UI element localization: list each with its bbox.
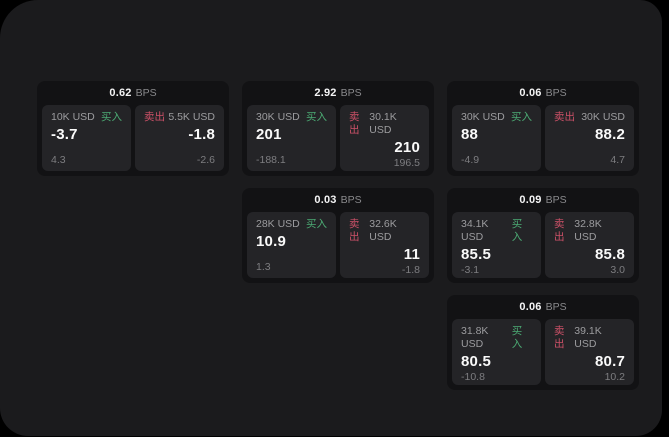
sell-amount-label: 5.5K USD xyxy=(168,111,215,123)
quote-tiles: 28K USD 买入 10.9 1.3 卖出 32.6K USD 11 -1.8 xyxy=(242,212,434,278)
sell-delta: 4.7 xyxy=(610,154,625,166)
buy-price: 85.5 xyxy=(461,246,491,263)
card-header: 0.06 BPS xyxy=(447,295,639,319)
bps-value: 0.06 xyxy=(519,87,542,99)
buy-amount-label: 31.8K USD xyxy=(461,325,489,350)
buy-side-tag: 买入 xyxy=(306,218,327,230)
buy-price: 201 xyxy=(256,126,282,143)
sell-price: -1.8 xyxy=(188,126,215,143)
card-header: 0.03 BPS xyxy=(242,188,434,212)
card-header: 0.09 BPS xyxy=(447,188,639,212)
buy-side-tag: 买入 xyxy=(511,111,532,123)
buy-amount-label: 30K USD xyxy=(256,111,300,123)
buy-side-tag: 买入 xyxy=(511,218,523,243)
sell-side-tag: 卖出 xyxy=(554,218,565,243)
buy-price: -3.7 xyxy=(51,126,78,143)
sell-quote-tile[interactable]: 卖出 39.1K USD 80.7 10.2 xyxy=(545,319,634,385)
bps-unit-label: BPS xyxy=(545,87,567,99)
buy-delta: 4.3 xyxy=(51,154,66,166)
sell-quote-tile[interactable]: 卖出 32.8K USD 85.8 3.0 xyxy=(545,212,634,278)
buy-quote-tile[interactable]: 10K USD 买入 -3.7 4.3 xyxy=(42,105,131,171)
sell-delta: 10.2 xyxy=(604,371,625,383)
buy-side-tag: 买入 xyxy=(306,111,327,123)
sell-quote-tile[interactable]: 卖出 30K USD 88.2 4.7 xyxy=(545,105,634,171)
buy-delta: -10.8 xyxy=(461,371,485,383)
sell-price: 88.2 xyxy=(595,126,625,143)
quote-tiles: 34.1K USD 买入 85.5 -3.1 卖出 32.8K USD 85.8… xyxy=(447,212,639,278)
bps-value: 0.06 xyxy=(519,301,542,313)
buy-quote-tile[interactable]: 30K USD 买入 201 -188.1 xyxy=(247,105,336,171)
quote-card: 2.92 BPS 30K USD 买入 201 -188.1 卖出 30.1K … xyxy=(242,81,434,176)
buy-quote-tile[interactable]: 31.8K USD 买入 80.5 -10.8 xyxy=(452,319,541,385)
bps-unit-label: BPS xyxy=(340,87,362,99)
buy-delta: -3.1 xyxy=(461,264,480,276)
quote-card: 0.09 BPS 34.1K USD 买入 85.5 -3.1 卖出 32.8K… xyxy=(447,188,639,283)
buy-amount-label: 28K USD xyxy=(256,218,300,230)
buy-quote-tile[interactable]: 28K USD 买入 10.9 1.3 xyxy=(247,212,336,278)
sell-delta: 3.0 xyxy=(610,264,625,276)
buy-amount-label: 34.1K USD xyxy=(461,218,489,243)
sell-amount-label: 39.1K USD xyxy=(574,325,602,350)
sell-amount-label: 30.1K USD xyxy=(369,111,397,136)
quote-card: 0.06 BPS 31.8K USD 买入 80.5 -10.8 卖出 39.1… xyxy=(447,295,639,390)
buy-side-tag: 买入 xyxy=(511,325,523,350)
quote-tiles: 30K USD 买入 88 -4.9 卖出 30K USD 88.2 4.7 xyxy=(447,105,639,171)
bps-unit-label: BPS xyxy=(135,87,157,99)
quote-card: 0.06 BPS 30K USD 买入 88 -4.9 卖出 30K USD 8… xyxy=(447,81,639,176)
buy-price: 10.9 xyxy=(256,233,286,250)
sell-side-tag: 卖出 xyxy=(554,325,565,350)
quote-tiles: 30K USD 买入 201 -188.1 卖出 30.1K USD 210 1… xyxy=(242,105,434,171)
buy-side-tag: 买入 xyxy=(101,111,122,123)
sell-delta: 196.5 xyxy=(393,157,420,169)
bps-unit-label: BPS xyxy=(545,194,567,206)
sell-price: 85.8 xyxy=(595,246,625,263)
card-header: 0.62 BPS xyxy=(37,81,229,105)
buy-delta: -188.1 xyxy=(256,154,286,166)
sell-side-tag: 卖出 xyxy=(144,111,165,123)
buy-delta: -4.9 xyxy=(461,154,480,166)
bps-unit-label: BPS xyxy=(340,194,362,206)
sell-amount-label: 32.8K USD xyxy=(574,218,602,243)
buy-delta: 1.3 xyxy=(256,261,271,273)
sell-price: 210 xyxy=(394,139,420,156)
quote-tiles: 31.8K USD 买入 80.5 -10.8 卖出 39.1K USD 80.… xyxy=(447,319,639,385)
bps-unit-label: BPS xyxy=(545,301,567,313)
buy-amount-label: 10K USD xyxy=(51,111,95,123)
buy-quote-tile[interactable]: 30K USD 买入 88 -4.9 xyxy=(452,105,541,171)
bps-value: 0.09 xyxy=(519,194,542,206)
sell-delta: -1.8 xyxy=(401,264,420,276)
buy-price: 88 xyxy=(461,126,479,143)
sell-quote-tile[interactable]: 卖出 32.6K USD 11 -1.8 xyxy=(340,212,429,278)
bps-value: 0.03 xyxy=(314,194,337,206)
sell-side-tag: 卖出 xyxy=(349,111,360,136)
quote-tiles: 10K USD 买入 -3.7 4.3 卖出 5.5K USD -1.8 -2.… xyxy=(37,105,229,171)
sell-quote-tile[interactable]: 卖出 30.1K USD 210 196.5 xyxy=(340,105,429,171)
quote-card: 0.03 BPS 28K USD 买入 10.9 1.3 卖出 32.6K US… xyxy=(242,188,434,283)
sell-delta: -2.6 xyxy=(196,154,215,166)
card-header: 2.92 BPS xyxy=(242,81,434,105)
card-header: 0.06 BPS xyxy=(447,81,639,105)
sell-price: 11 xyxy=(403,246,420,263)
sell-price: 80.7 xyxy=(595,353,625,370)
sell-amount-label: 32.6K USD xyxy=(369,218,397,243)
sell-quote-tile[interactable]: 卖出 5.5K USD -1.8 -2.6 xyxy=(135,105,224,171)
buy-price: 80.5 xyxy=(461,353,491,370)
sell-amount-label: 30K USD xyxy=(581,111,625,123)
buy-amount-label: 30K USD xyxy=(461,111,505,123)
buy-quote-tile[interactable]: 34.1K USD 买入 85.5 -3.1 xyxy=(452,212,541,278)
quote-card: 0.62 BPS 10K USD 买入 -3.7 4.3 卖出 5.5K USD… xyxy=(37,81,229,176)
bps-value: 2.92 xyxy=(314,87,337,99)
sell-side-tag: 卖出 xyxy=(554,111,575,123)
bps-value: 0.62 xyxy=(109,87,132,99)
sell-side-tag: 卖出 xyxy=(349,218,360,243)
